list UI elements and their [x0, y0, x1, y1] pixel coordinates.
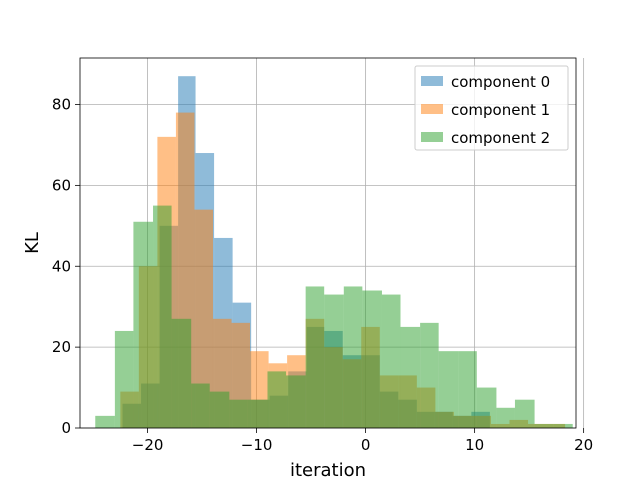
histogram-bar-series-2 [209, 391, 230, 428]
ticks-layer: −20 −10 0 10 20 0 20 40 60 80 [52, 96, 593, 454]
y-axis-label: KL [22, 232, 43, 254]
histogram-bar-series-2 [171, 318, 192, 428]
bars-layer [95, 76, 573, 429]
histogram-bar-series-2 [286, 375, 306, 428]
x-axis-label: iteration [290, 460, 366, 480]
legend: component 0 component 1 component 2 [414, 65, 569, 151]
histogram-bar-series-2 [95, 415, 115, 428]
x-tick-label: −10 [241, 436, 273, 454]
histogram-bar-series-1 [194, 209, 213, 428]
histogram-bar-series-2 [476, 387, 497, 428]
histogram-bar-series-2 [400, 326, 421, 428]
histogram-bar-series-2 [438, 351, 459, 428]
legend-swatch [421, 104, 443, 114]
histogram-bar-series-2 [133, 221, 154, 428]
legend-label: component 1 [451, 101, 550, 119]
histogram-bar-series-2 [343, 286, 363, 428]
y-tick-label: 0 [61, 419, 71, 437]
histogram-bar-series-2 [534, 423, 554, 428]
histogram-bar-series-2 [324, 294, 344, 428]
histogram-bar-series-2 [496, 407, 515, 428]
y-tick-label: 80 [52, 96, 71, 114]
legend-label: component 2 [451, 129, 550, 147]
y-tick-label: 60 [52, 176, 71, 194]
legend-swatch [421, 132, 443, 142]
legend-swatch [421, 76, 443, 86]
histogram-bar-series-2 [191, 383, 210, 428]
y-tick-label: 40 [52, 257, 71, 275]
histogram-bar-series-2 [362, 290, 382, 428]
histogram-bar-series-2 [153, 205, 172, 428]
x-tick-label: 20 [574, 436, 593, 454]
histogram-bar-series-2 [267, 371, 287, 428]
histogram-bar-series-2 [114, 330, 134, 428]
y-tick-label: 20 [52, 338, 71, 356]
histogram-bar-series-2 [381, 294, 401, 428]
legend-label: component 0 [451, 73, 550, 91]
histogram-bar-series-2 [247, 399, 268, 428]
histogram-bar-series-2 [229, 399, 248, 428]
histogram-bar-series-2 [420, 322, 439, 428]
legend-box [414, 65, 569, 151]
x-tick-label: 0 [361, 436, 371, 454]
x-tick-label: −20 [132, 436, 164, 454]
histogram-bar-series-2 [305, 286, 325, 428]
plot-area-frame [79, 57, 577, 429]
histogram-bar-series-2 [514, 399, 535, 428]
histogram-bar-series-2 [553, 423, 573, 428]
histogram-bar-series-2 [458, 351, 477, 428]
x-tick-label: 10 [465, 436, 484, 454]
